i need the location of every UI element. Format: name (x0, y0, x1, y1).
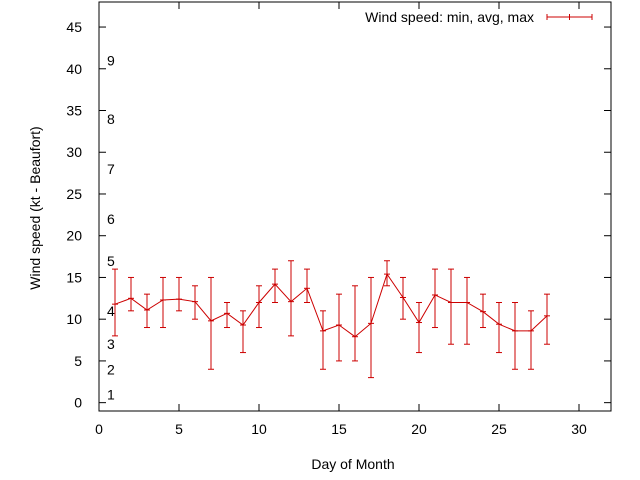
x-tick-label: 25 (491, 421, 507, 437)
beaufort-label: 9 (107, 52, 115, 68)
x-tick-label: 0 (95, 421, 103, 437)
beaufort-label: 3 (107, 336, 115, 352)
beaufort-label: 6 (107, 211, 115, 227)
y-tick-label: 30 (66, 144, 82, 160)
beaufort-label: 2 (107, 361, 115, 377)
legend-sample (546, 14, 593, 20)
series-line (114, 272, 548, 338)
y-axis-label: Wind speed (kt - Beaufort) (27, 126, 43, 289)
beaufort-label: 7 (107, 161, 115, 177)
series-layer (112, 260, 550, 379)
legend-label: Wind speed: min, avg, max (365, 9, 534, 25)
y-tick-label: 10 (66, 311, 82, 327)
y-tick-label: 20 (66, 228, 82, 244)
y-tick-label: 45 (66, 19, 82, 35)
y-tick-label: 40 (66, 61, 82, 77)
x-tick-label: 10 (251, 421, 267, 437)
y-tick-label: 15 (66, 269, 82, 285)
x-axis-label: Day of Month (311, 456, 394, 472)
legend: Wind speed: min, avg, max (365, 9, 593, 25)
y-tick-label: 0 (74, 395, 82, 411)
x-tick-label: 20 (411, 421, 427, 437)
x-tick-label: 15 (331, 421, 347, 437)
beaufort-label: 4 (107, 303, 115, 319)
beaufort-scale: 1 2 3 4 5 6 7 8 9 (107, 52, 115, 402)
y-tick-label: 5 (74, 353, 82, 369)
x-tick-label: 5 (175, 421, 183, 437)
beaufort-label: 1 (107, 386, 115, 402)
y-tick-label: 35 (66, 103, 82, 119)
plot-frame (98, 1, 612, 412)
axis-ticks (98, 2, 611, 411)
beaufort-label: 8 (107, 111, 115, 127)
beaufort-label: 5 (107, 253, 115, 269)
y-tick-label: 25 (66, 186, 82, 202)
x-tick-label: 30 (571, 421, 587, 437)
